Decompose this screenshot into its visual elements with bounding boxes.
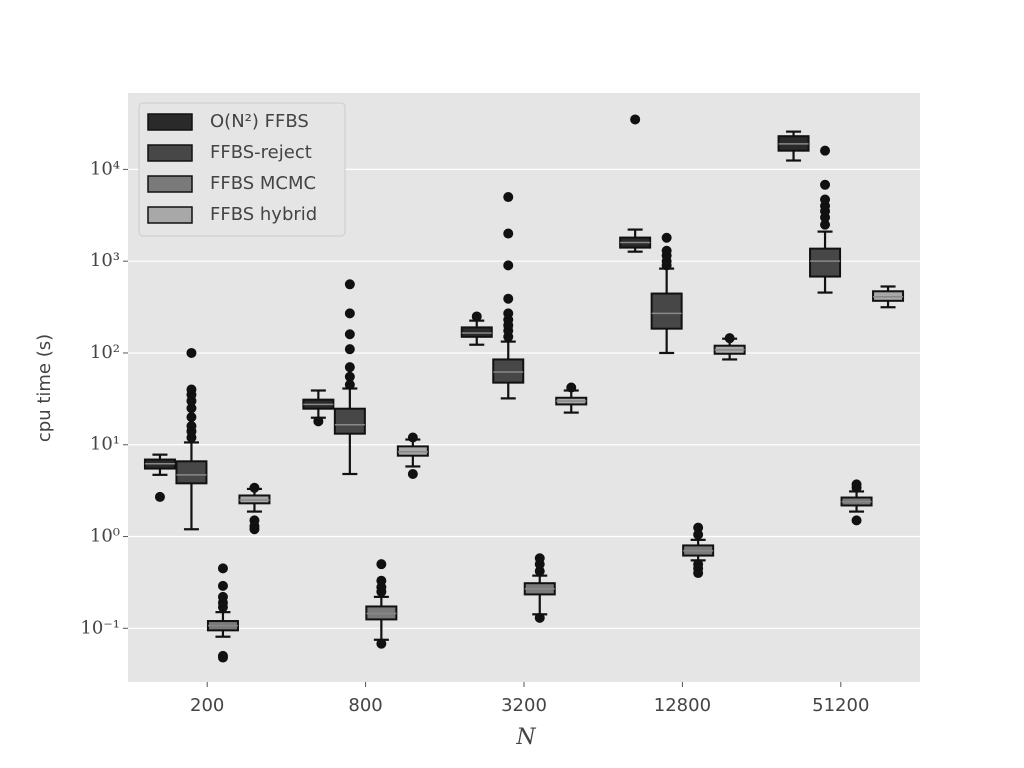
y-tick-label: 10¹ xyxy=(90,434,120,455)
flier xyxy=(693,568,704,579)
flier xyxy=(693,522,704,533)
flier xyxy=(376,575,387,586)
box-group xyxy=(333,279,366,476)
box-group xyxy=(777,130,810,162)
flier xyxy=(217,563,228,574)
flier xyxy=(534,553,545,564)
box xyxy=(333,407,366,435)
flier xyxy=(313,416,324,427)
box xyxy=(650,292,683,330)
box xyxy=(175,460,208,485)
legend: O(N²) FFBS FFBS-reject FFBS MCMC FFBS hybri… xyxy=(138,102,346,237)
flier xyxy=(344,308,355,319)
flier xyxy=(566,382,577,393)
box-group xyxy=(523,553,556,623)
box-group xyxy=(238,482,271,535)
flier xyxy=(344,329,355,340)
flier xyxy=(376,638,387,649)
flier xyxy=(820,145,831,156)
box-group xyxy=(809,145,842,294)
x-tick-label: 800 xyxy=(348,695,382,716)
x-tick-label: 12800 xyxy=(654,695,711,716)
box-group xyxy=(143,453,176,502)
flier xyxy=(217,580,228,591)
box xyxy=(460,326,493,338)
flier xyxy=(503,308,514,319)
flier xyxy=(249,515,260,526)
flier xyxy=(407,432,418,443)
y-tick-label: 10³ xyxy=(90,250,120,271)
box-group xyxy=(206,563,239,663)
flier xyxy=(724,333,735,344)
flier xyxy=(503,260,514,271)
flier xyxy=(851,515,862,526)
flier xyxy=(630,114,641,125)
legend-swatch xyxy=(147,113,193,131)
y-axis-label: cpu time (s) xyxy=(34,334,55,442)
box-group xyxy=(365,559,398,649)
flier xyxy=(217,650,228,661)
flier xyxy=(344,362,355,373)
flier xyxy=(661,245,672,256)
flier xyxy=(186,384,197,395)
flier xyxy=(344,371,355,382)
legend-label: FFBS hybrid xyxy=(210,204,317,225)
x-tick-label: 3200 xyxy=(501,695,547,716)
x-tick-label: 200 xyxy=(190,695,224,716)
box-group xyxy=(619,114,652,253)
flier xyxy=(344,344,355,355)
flier xyxy=(186,347,197,358)
legend-frame xyxy=(138,102,346,237)
x-tick-label: 51200 xyxy=(812,695,869,716)
box-group xyxy=(650,232,683,355)
flier xyxy=(217,591,228,602)
legend-label: O(N²) FFBS xyxy=(210,111,309,132)
flier xyxy=(820,194,831,205)
box-group xyxy=(682,522,715,579)
flier xyxy=(154,491,165,502)
box-group xyxy=(840,479,873,526)
legend-swatch xyxy=(147,175,193,193)
box xyxy=(492,358,525,384)
flier xyxy=(376,559,387,570)
flier xyxy=(186,412,197,423)
box xyxy=(809,247,842,278)
legend-label: FFBS MCMC xyxy=(210,173,316,194)
y-tick-label: 10⁰ xyxy=(90,526,120,547)
x-axis-label: N xyxy=(515,725,536,750)
box-group xyxy=(492,192,525,400)
box-group xyxy=(175,347,208,531)
legend-label: FFBS-reject xyxy=(210,142,312,163)
flier xyxy=(534,612,545,623)
flier xyxy=(820,179,831,190)
flier xyxy=(471,311,482,322)
y-tick-label: 10² xyxy=(90,342,120,363)
box-group xyxy=(555,382,588,414)
flier xyxy=(661,232,672,243)
y-tick-label: 10⁻¹ xyxy=(80,617,120,638)
flier xyxy=(503,228,514,239)
box-group xyxy=(396,432,429,480)
legend-swatch xyxy=(147,206,193,224)
box-group xyxy=(872,285,905,309)
flier xyxy=(186,421,197,432)
flier xyxy=(407,469,418,480)
flier xyxy=(503,192,514,203)
flier xyxy=(851,479,862,490)
flier xyxy=(249,482,260,493)
flier xyxy=(344,279,355,290)
box-group xyxy=(302,389,335,427)
box-group xyxy=(713,333,746,361)
y-tick-label: 10⁴ xyxy=(90,158,120,179)
box-group xyxy=(460,311,493,346)
flier xyxy=(503,293,514,304)
legend-swatch xyxy=(147,144,193,162)
